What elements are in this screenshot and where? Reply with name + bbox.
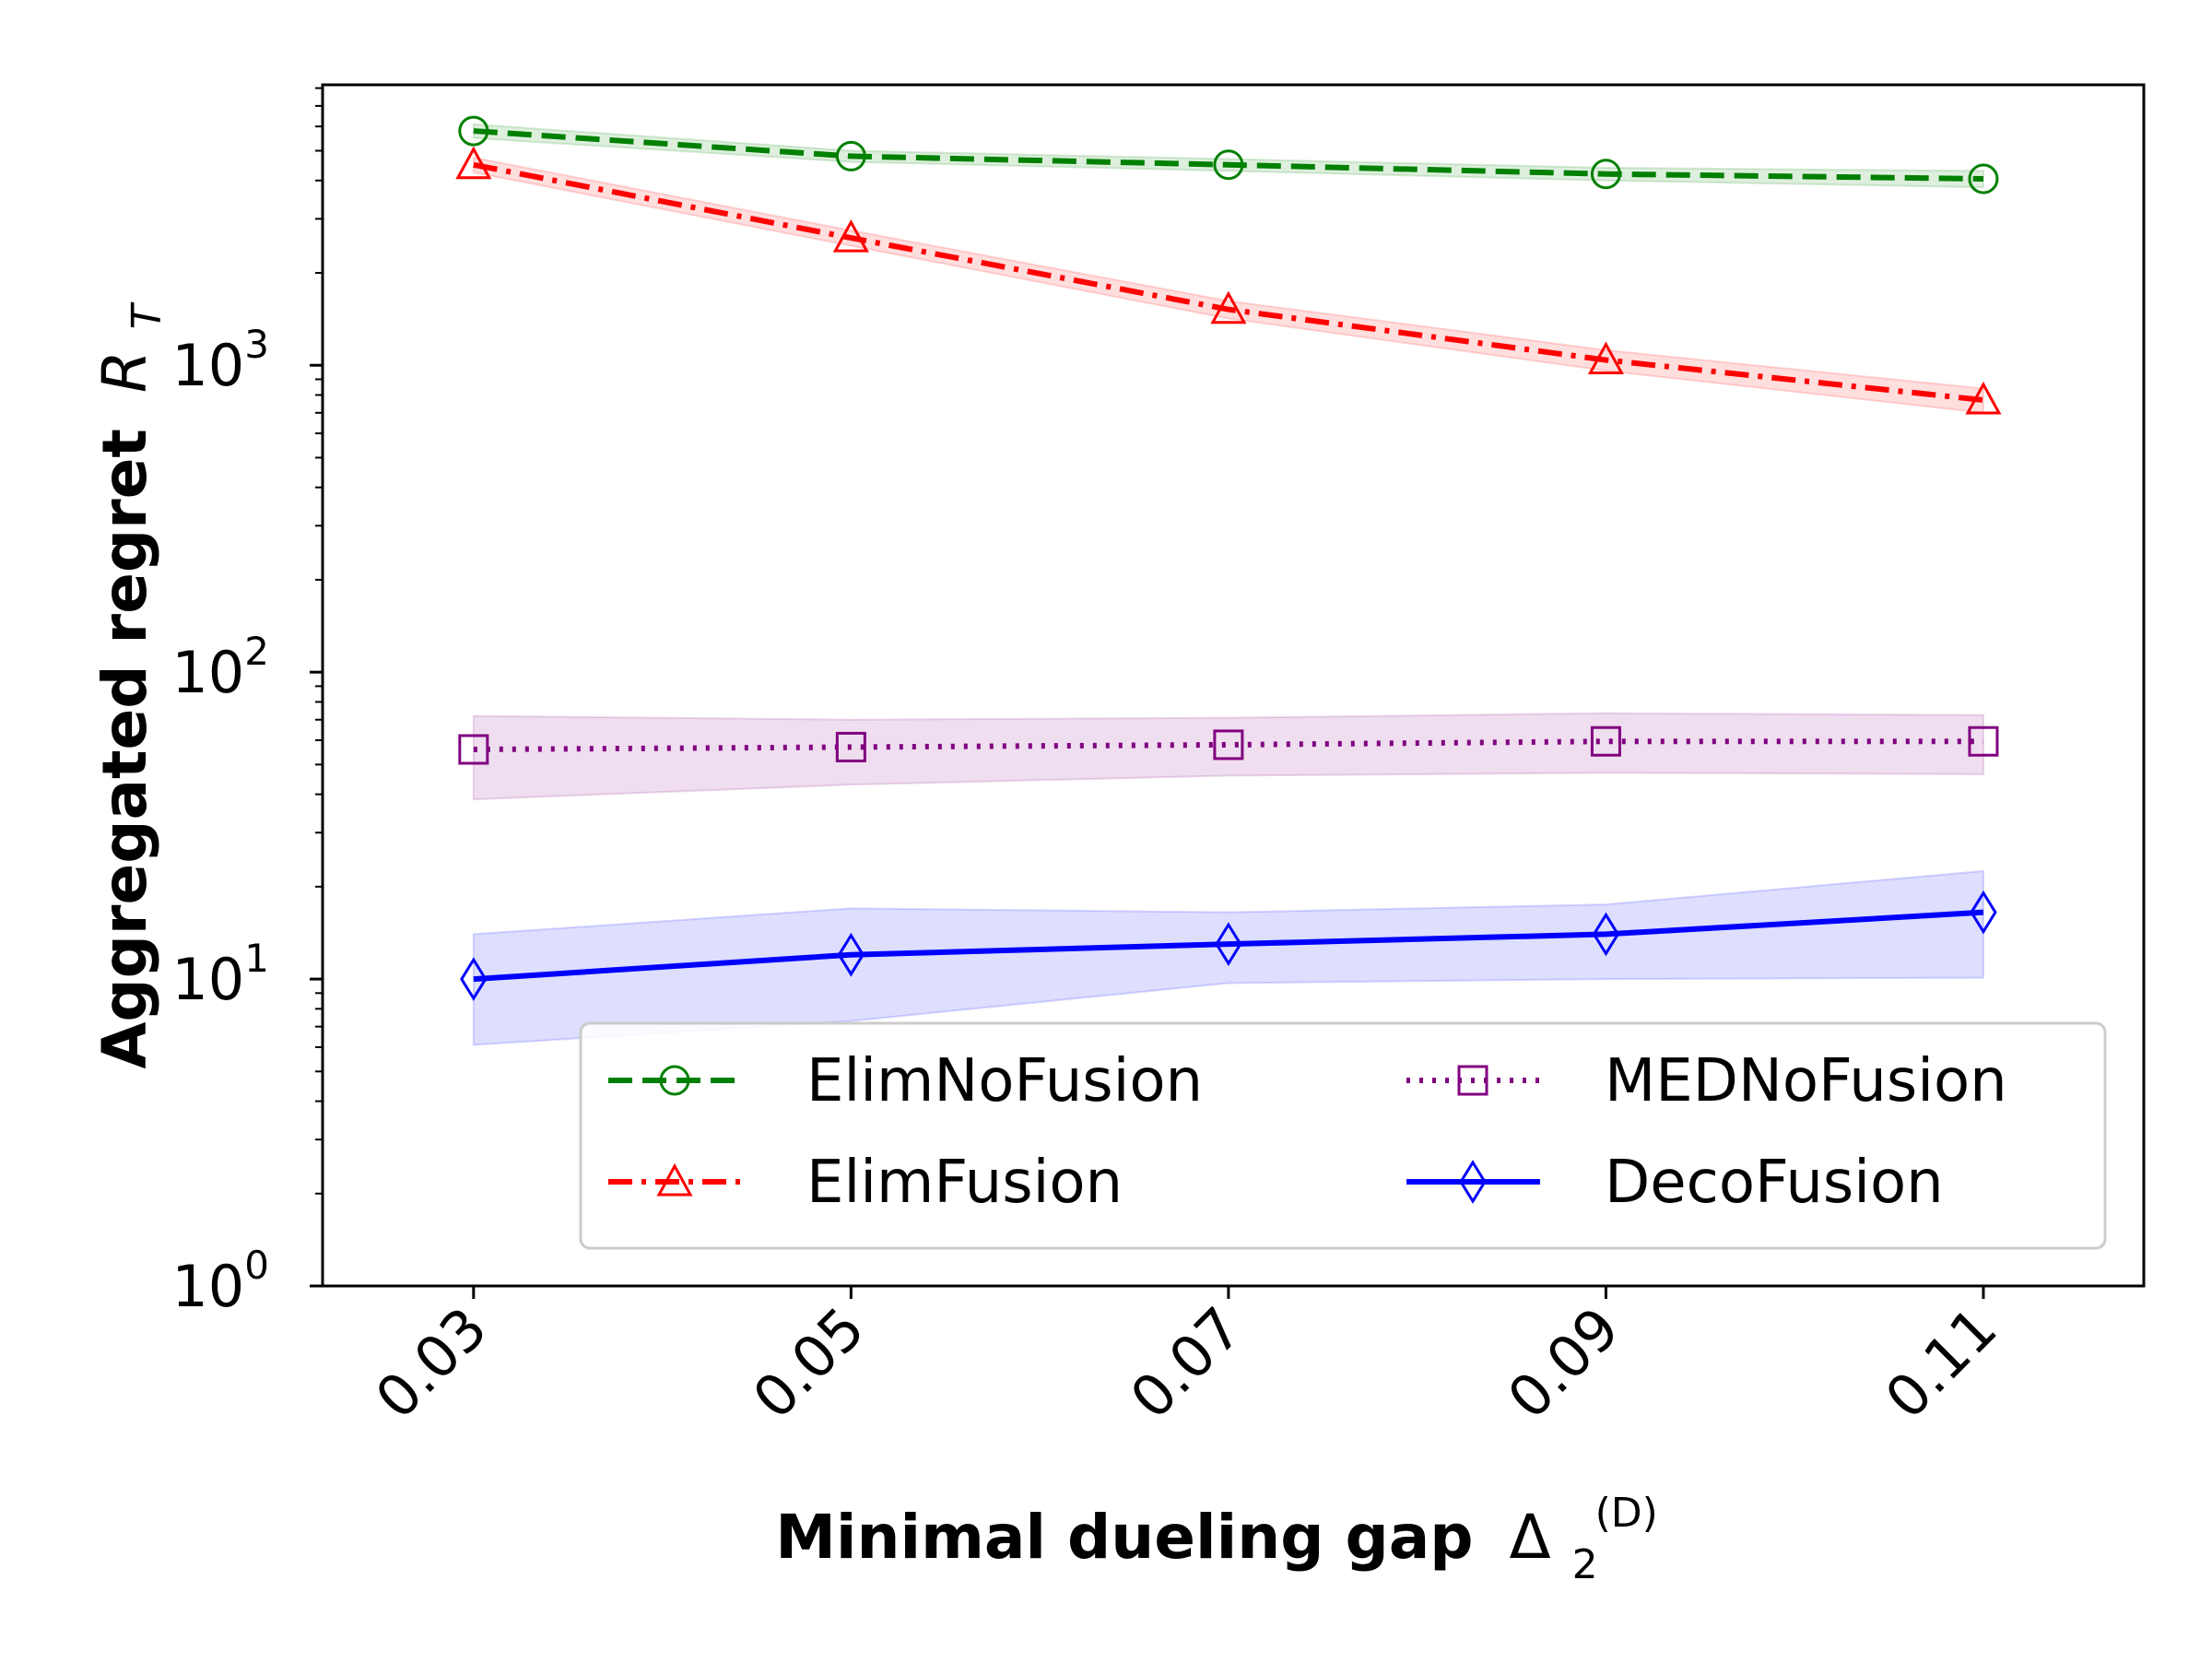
series-markers: [455, 115, 2002, 1001]
confidence-bands: [472, 123, 1984, 1046]
x-tick-label: 0.07: [1117, 1294, 1254, 1432]
y-axis-title-subscript: T: [124, 301, 171, 329]
mednofusion-point: [1590, 725, 1621, 757]
y-tick-label: 100: [171, 1243, 269, 1320]
x-tick-label: 0.11: [1872, 1294, 2009, 1432]
y-tick-label: 103: [171, 322, 269, 399]
decofusion-point: [1592, 912, 1620, 957]
mednofusion-point: [1968, 725, 1999, 757]
legend-decofusion-marker: [1459, 1160, 1487, 1204]
legend: ElimNoFusion MEDNoFusion ElimFusion DecoFus…: [579, 1021, 2107, 1250]
legend-elimfusion-marker: [656, 1162, 693, 1197]
elimfusion-point: [832, 218, 869, 253]
elimnofusion-point: [1213, 149, 1244, 181]
series-lines: [473, 128, 1984, 983]
elimnofusion-point: [458, 115, 489, 147]
elimnofusion-line: [473, 128, 1983, 182]
x-axis-ticks: 0.03 0.05 0.07 0.09 0.11: [362, 1286, 2010, 1432]
y-tick-label: 102: [171, 629, 269, 706]
decofusion-point: [1970, 890, 1997, 935]
x-axis-title-superscript: (D): [1595, 1490, 1658, 1537]
x-axis-title-symbol: Δ: [1509, 1502, 1550, 1573]
mednofusion-point: [1213, 729, 1244, 761]
legend-mednofusion-label: MEDNoFusion: [1605, 1047, 2007, 1115]
legend-box: [579, 1021, 2107, 1250]
legend-elimnofusion-marker: [659, 1065, 690, 1096]
legend-elimnofusion-label: ElimNoFusion: [806, 1047, 1203, 1115]
y-axis-title: Aggregated regret R T: [89, 301, 171, 1068]
y-tick-label: 101: [171, 936, 269, 1013]
x-tick-label: 0.03: [362, 1294, 500, 1432]
mednofusion-band: [472, 712, 1984, 801]
y-axis-title-symbol: R: [89, 350, 160, 393]
elimfusion-point: [1210, 290, 1247, 324]
mednofusion-point: [458, 734, 489, 765]
legend-decofusion-label: DecoFusion: [1605, 1149, 1944, 1217]
x-axis-title-text: Minimal dueling gap: [775, 1502, 1473, 1573]
x-tick-label: 0.09: [1495, 1294, 1632, 1432]
decofusion-point: [1215, 922, 1242, 966]
elimfusion-point: [1965, 381, 2002, 415]
elimfusion-line: [473, 161, 1984, 404]
y-axis-ticks: 100 101 102 103: [171, 87, 323, 1320]
legend-mednofusion-marker: [1457, 1065, 1488, 1096]
decofusion-point: [460, 957, 488, 1001]
elimnofusion-point: [1968, 163, 1999, 195]
y-axis-title-text: Aggregated regret: [89, 429, 160, 1069]
legend-elimfusion-label: ElimFusion: [806, 1149, 1123, 1217]
elimnofusion-point: [835, 140, 866, 171]
decofusion-band: [472, 869, 1984, 1046]
x-tick-label: 0.05: [740, 1294, 877, 1432]
elimfusion-band: [472, 156, 1984, 414]
mednofusion-point: [835, 731, 866, 762]
x-axis-title-subscript: 2: [1572, 1541, 1598, 1588]
elimfusion-point: [455, 146, 492, 180]
decofusion-line: [473, 909, 1984, 983]
elimnofusion-point: [1590, 159, 1621, 190]
decofusion-point: [837, 932, 865, 977]
elimfusion-point: [1587, 341, 1624, 375]
x-axis-title: Minimal dueling gap Δ 2 (D): [775, 1490, 1658, 1593]
